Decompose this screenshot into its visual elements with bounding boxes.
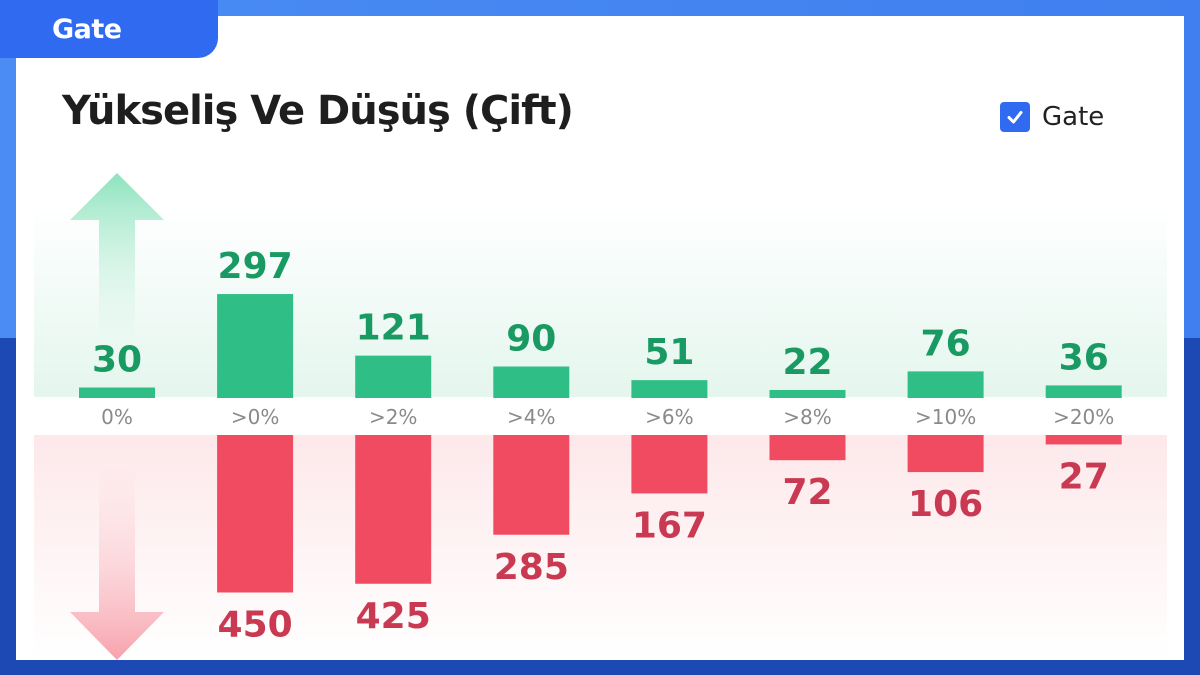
fall-bar bbox=[631, 435, 708, 494]
rise-value-label: 51 bbox=[644, 332, 694, 373]
fall-value-label: 425 bbox=[356, 596, 431, 637]
brand-logo: Gate bbox=[52, 13, 122, 45]
legend-label: Gate bbox=[1042, 102, 1105, 132]
fall-zone bbox=[34, 435, 1167, 660]
fall-value-label: 285 bbox=[494, 547, 569, 588]
rise-value-label: 22 bbox=[782, 342, 832, 383]
legend[interactable]: Gate bbox=[1000, 102, 1104, 132]
rise-bar bbox=[217, 294, 294, 398]
fall-bar bbox=[1045, 435, 1122, 445]
rise-bar bbox=[631, 380, 708, 398]
rise-bar bbox=[769, 390, 846, 398]
rise-value-label: 76 bbox=[921, 323, 971, 364]
category-label: >20% bbox=[1053, 405, 1114, 429]
category-label: 0% bbox=[101, 405, 133, 429]
category-label: >10% bbox=[915, 405, 976, 429]
fall-bar bbox=[769, 435, 846, 461]
fall-value-label: 27 bbox=[1059, 456, 1109, 497]
fall-bar bbox=[217, 435, 294, 593]
fall-value-label: 167 bbox=[632, 505, 707, 546]
rise-value-label: 297 bbox=[218, 246, 293, 287]
brand-logo-tab: Gate bbox=[0, 0, 218, 58]
rise-value-label: 90 bbox=[506, 319, 556, 360]
category-label: >4% bbox=[507, 405, 556, 429]
fall-value-label: 106 bbox=[908, 484, 983, 525]
category-label: >0% bbox=[231, 405, 280, 429]
category-label: >8% bbox=[783, 405, 832, 429]
rise-value-label: 30 bbox=[92, 340, 142, 381]
rise-bar bbox=[1045, 385, 1122, 398]
rise-bar bbox=[493, 366, 570, 398]
up-arrow-icon bbox=[70, 173, 164, 345]
rise-zone bbox=[34, 205, 1167, 397]
rise-bar bbox=[79, 387, 155, 398]
rise-bar bbox=[907, 371, 984, 398]
fall-bar bbox=[355, 435, 432, 584]
fall-value-label: 450 bbox=[218, 605, 293, 646]
fall-bar bbox=[493, 435, 570, 535]
down-arrow-icon bbox=[70, 470, 164, 660]
fall-bar bbox=[907, 435, 984, 473]
category-label: >6% bbox=[645, 405, 694, 429]
legend-checkbox[interactable] bbox=[1000, 102, 1030, 132]
rise-value-label: 121 bbox=[356, 308, 431, 349]
rise-value-label: 36 bbox=[1059, 337, 1109, 378]
rise-bar bbox=[355, 355, 432, 398]
check-icon bbox=[1007, 111, 1023, 124]
category-label: >2% bbox=[369, 405, 418, 429]
fall-value-label: 72 bbox=[782, 472, 832, 513]
chart-title: Yükseliş Ve Düşüş (Çift) bbox=[62, 88, 574, 134]
